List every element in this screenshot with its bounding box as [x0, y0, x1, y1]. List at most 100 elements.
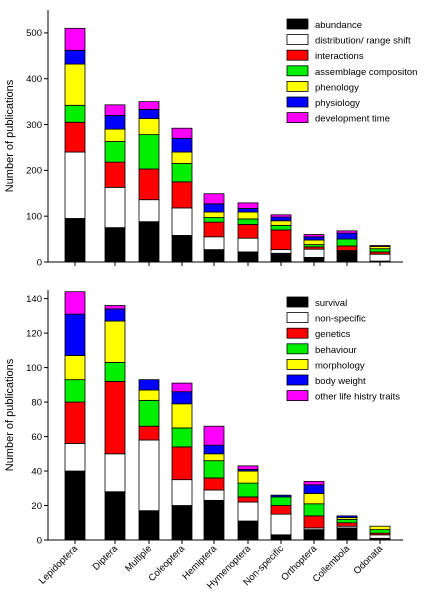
bar-segment: [104, 491, 126, 541]
bar-segment: [237, 207, 259, 213]
legend-label: interactions: [315, 51, 364, 62]
bar-segment: [138, 425, 160, 441]
bar-segment: [171, 479, 193, 506]
bar-segment: [369, 529, 391, 534]
bar-segment: [104, 141, 126, 163]
bar-segment: [336, 515, 358, 518]
bar-segment: [138, 118, 160, 136]
bar-segment: [303, 493, 325, 505]
bar-segment: [237, 237, 259, 253]
bar-segment: [336, 522, 358, 527]
legend-label: development time: [315, 114, 390, 125]
legend-label: body weight: [315, 376, 366, 387]
legend-label: survival: [315, 298, 347, 309]
bar-segment: [138, 389, 160, 401]
legend-swatch: [286, 96, 309, 108]
bar-segment: [203, 453, 225, 462]
legend-swatch: [286, 358, 309, 370]
bar-segment: [203, 489, 225, 501]
y-tick-label: 20: [31, 501, 42, 512]
bar-segment: [336, 230, 358, 234]
bar-segment: [104, 362, 126, 382]
bar-segment: [171, 137, 193, 153]
y-tick-label: 100: [26, 363, 42, 374]
legend-swatch: [286, 296, 309, 308]
bar-segment: [104, 114, 126, 130]
bar-segment: [64, 313, 86, 356]
bar-segment: [270, 224, 292, 231]
bar-segment: [270, 513, 292, 536]
legend-label: non-specific: [315, 314, 366, 325]
bar-segment: [104, 380, 126, 455]
bar-segment: [104, 308, 126, 322]
bar-segment: [64, 355, 86, 381]
bar-segment: [203, 425, 225, 446]
legend-label: abundance: [315, 20, 362, 31]
bar-segment: [64, 218, 86, 263]
legend-label: morphology: [315, 360, 365, 371]
legend-swatch: [286, 327, 309, 339]
bar-segment: [303, 234, 325, 238]
y-tick-label: 0: [37, 535, 42, 546]
bar-segment: [138, 109, 160, 119]
bar-segment: [237, 482, 259, 498]
x-category-label: Diptera: [91, 543, 121, 573]
y-tick-label: 120: [26, 328, 42, 339]
legend-swatch: [286, 81, 309, 92]
y-tick-label: 140: [26, 294, 42, 305]
bar-segment: [336, 250, 358, 263]
bar-segment: [104, 104, 126, 116]
legend-swatch: [286, 18, 309, 30]
x-category-label: Odonata: [352, 543, 386, 577]
bar-segment: [203, 193, 225, 205]
bar-segment: [104, 227, 126, 263]
legend-label: phenology: [315, 82, 359, 93]
bar-segment: [171, 163, 193, 183]
bar-segment: [104, 453, 126, 493]
bar-segment: [104, 320, 126, 363]
bar-segment: [64, 151, 86, 219]
bar-segment: [171, 207, 193, 236]
bar-segment: [64, 27, 86, 51]
bar-segment: [171, 151, 193, 164]
bar-segment: [270, 216, 292, 222]
bar-segment: [303, 515, 325, 529]
bar-segment: [369, 253, 391, 262]
bar-segment: [237, 251, 259, 263]
bar-segment: [171, 446, 193, 481]
bar-segment: [138, 221, 160, 263]
legend-swatch: [286, 312, 309, 324]
bar-segment: [303, 248, 325, 258]
bar-segment: [237, 465, 259, 470]
bar-segment: [203, 211, 225, 218]
bar-segment: [369, 245, 391, 247]
bar-segment: [64, 121, 86, 153]
bar-segment: [270, 496, 292, 506]
y-tick-label: 40: [31, 466, 42, 477]
bar-segment: [270, 249, 292, 254]
legend-label: behaviour: [315, 345, 357, 356]
y-axis-title: Number of publications: [4, 79, 16, 192]
bar-segment: [303, 257, 325, 263]
bar-segment: [138, 168, 160, 201]
bar-segment: [336, 518, 358, 524]
legend-swatch: [286, 49, 309, 61]
bar-segment: [336, 527, 358, 541]
y-tick-label: 400: [26, 74, 42, 85]
legend-swatch: [286, 390, 309, 402]
bar-segment: [64, 401, 86, 444]
legend-label: distribution/ range shift: [315, 36, 411, 47]
bar-segment: [171, 235, 193, 263]
bar-segment: [171, 403, 193, 429]
bar-segment: [138, 439, 160, 512]
bar-segment: [203, 460, 225, 479]
bar-segment: [369, 525, 391, 531]
bar-segment: [303, 529, 325, 541]
bar-segment: [303, 236, 325, 241]
bar-segment: [369, 248, 391, 253]
bar-segment: [336, 238, 358, 247]
bar-segment: [64, 291, 86, 315]
bar-segment: [203, 249, 225, 263]
